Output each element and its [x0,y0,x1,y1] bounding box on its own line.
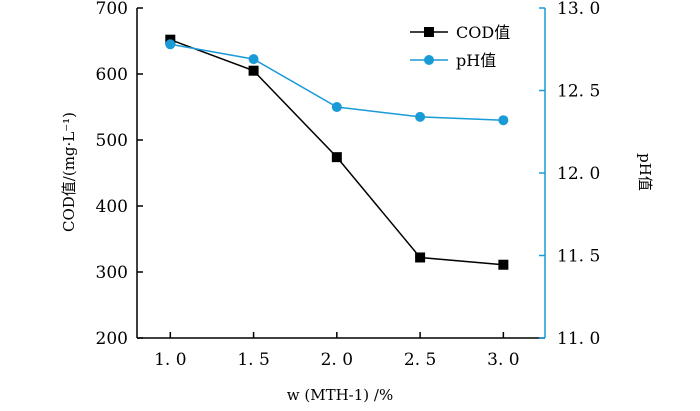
x-tick-label: 2. 5 [404,350,436,370]
x-tick-label: 2. 0 [321,350,353,370]
x-tick-label: 3. 0 [487,350,519,370]
x-tick-label: 1. 5 [237,350,269,370]
legend-label-ph: pH值 [456,51,496,70]
y-right-tick-label: 12. 5 [557,82,600,102]
x-axis-title: w (MTH-1) /% [287,386,393,404]
series-layer [165,34,509,270]
legend-marker-ph [424,55,434,65]
legend-label-cod: COD值 [456,23,510,42]
y-right-tick-label: 13. 0 [557,0,600,19]
data-point-ph [498,115,509,126]
y-right-tick-label: 12. 0 [557,164,600,184]
data-point-ph [415,111,426,122]
y-left-tick-label: 400 [96,197,128,217]
data-point-ph [165,39,176,50]
data-point-cod [248,65,259,76]
y-axis-right-title: pH值 [636,153,654,191]
y-left-tick-label: 600 [96,65,128,85]
y-right-tick-label: 11. 0 [557,329,600,349]
data-point-ph [248,54,259,65]
x-tick-label: 1. 0 [154,350,186,370]
y-left-tick-label: 500 [96,131,128,151]
data-point-cod [415,252,426,263]
legend: COD值 pH值 [410,23,510,70]
y-left-tick-label: 700 [96,0,128,19]
y-left-tick-label: 200 [96,329,128,349]
data-point-cod [498,259,509,270]
y-axis-left-title: COD值/(mg·L⁻¹) [60,112,78,232]
data-point-cod [331,152,342,163]
y-right-tick-label: 11. 5 [557,247,600,267]
ticks: 200 300 400 500 600 700 11. 0 11. 5 12. 0 12. 5 13… [96,0,601,370]
y-left-tick-label: 300 [96,263,128,283]
data-point-ph [331,102,342,112]
legend-marker-cod [424,27,434,37]
